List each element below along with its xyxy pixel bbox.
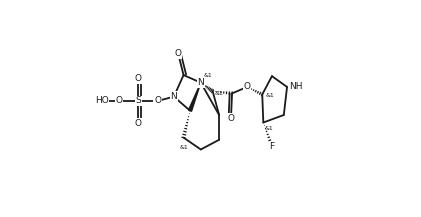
Text: O: O — [135, 74, 142, 83]
Text: NH: NH — [289, 82, 302, 91]
Text: O: O — [154, 96, 161, 105]
Text: &1: &1 — [215, 91, 224, 96]
Text: HO: HO — [95, 96, 109, 105]
Text: O: O — [175, 49, 181, 58]
Text: S: S — [136, 96, 141, 105]
Text: O: O — [227, 114, 234, 123]
Text: N: N — [197, 78, 204, 87]
Text: &1: &1 — [204, 73, 212, 78]
Text: &1: &1 — [264, 126, 273, 131]
Text: &1: &1 — [179, 145, 188, 150]
Text: O: O — [135, 119, 142, 128]
Text: N: N — [171, 92, 177, 101]
Text: &1: &1 — [266, 94, 274, 99]
Text: F: F — [269, 142, 274, 151]
Polygon shape — [189, 83, 201, 111]
Text: O: O — [244, 82, 250, 91]
Text: O: O — [115, 96, 123, 105]
